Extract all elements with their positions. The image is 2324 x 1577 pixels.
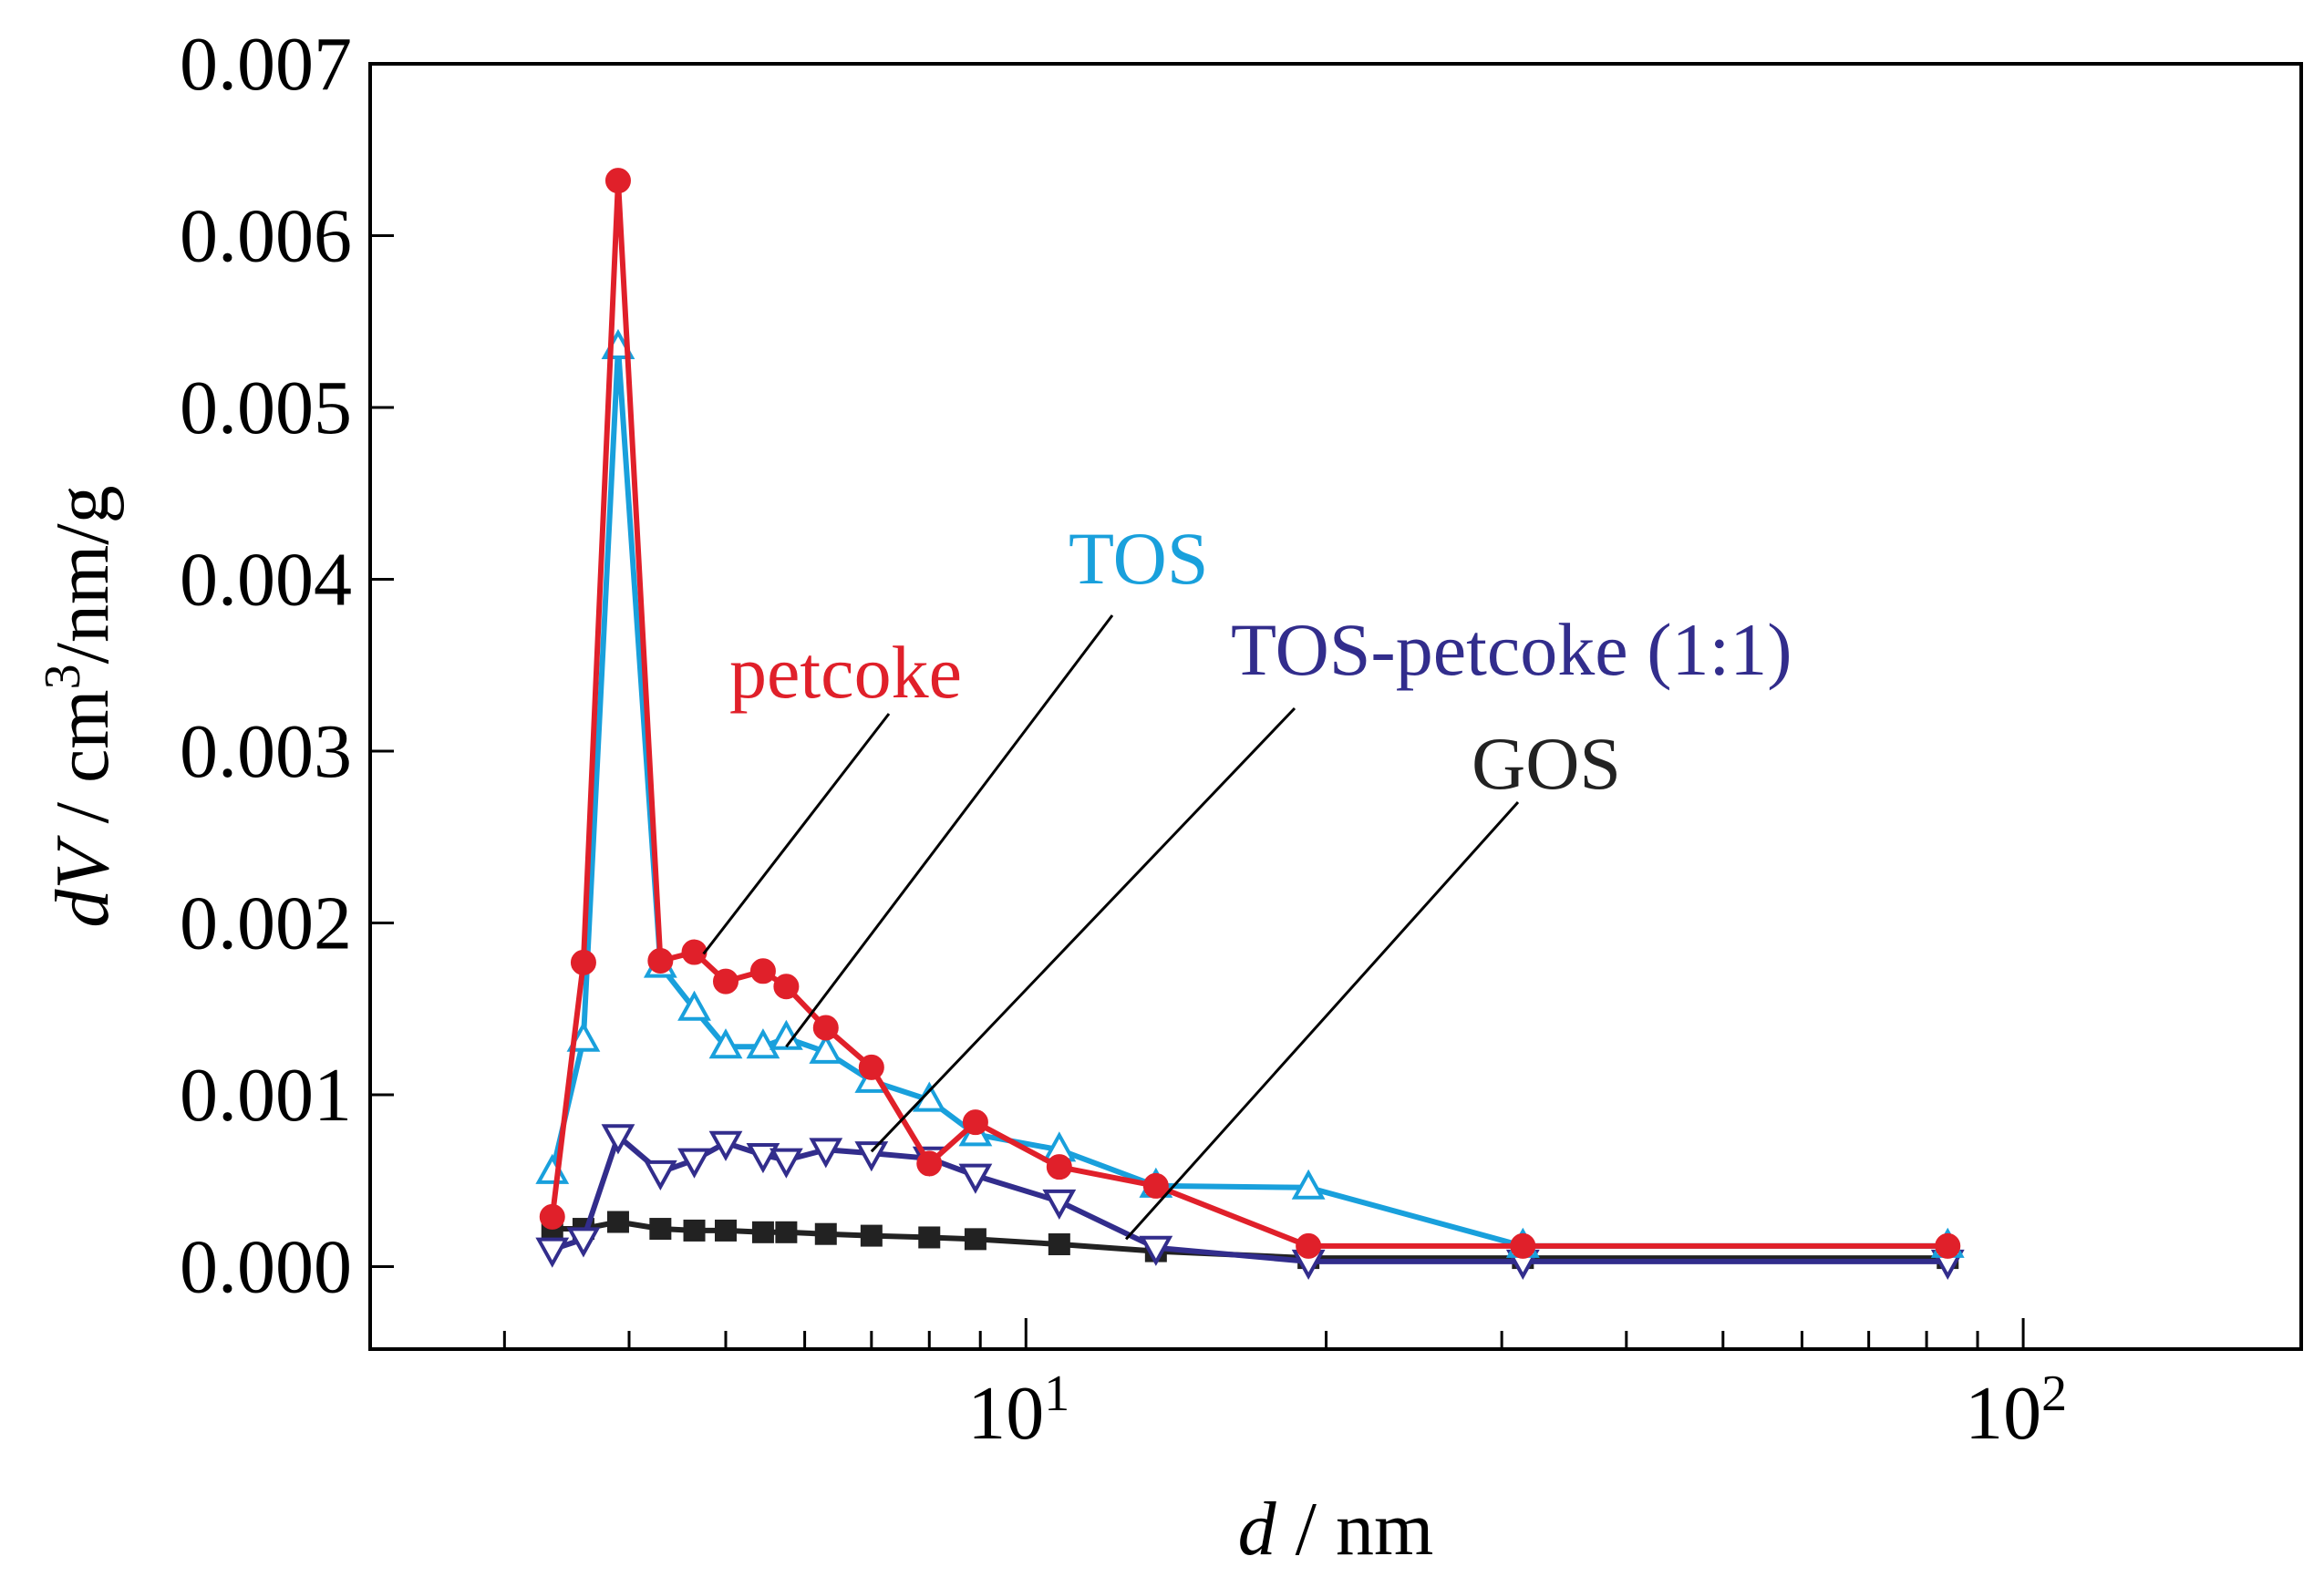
y-axis-unit-tail: /nm/g bbox=[40, 485, 125, 664]
data-point bbox=[643, 1160, 677, 1190]
annotation-tos: TOS bbox=[1069, 517, 1208, 600]
data-point bbox=[570, 949, 596, 975]
x-axis-unit: / nm bbox=[1276, 1487, 1434, 1572]
y-tick-label: 0.000 bbox=[180, 1225, 352, 1310]
y-tick-label: 0.005 bbox=[180, 366, 352, 450]
data-point bbox=[1510, 1232, 1536, 1259]
x-tick-label: 101 bbox=[967, 1366, 1069, 1456]
data-point bbox=[918, 1226, 941, 1249]
y-tick-label: 0.001 bbox=[180, 1053, 352, 1138]
data-point bbox=[746, 1142, 780, 1174]
series-line-tos bbox=[549, 345, 1948, 1249]
data-point bbox=[769, 1148, 803, 1179]
data-point bbox=[708, 1028, 743, 1059]
annotation-petcoke: petcoke bbox=[729, 631, 962, 714]
data-point bbox=[681, 939, 708, 965]
y-axis-unit: / cm bbox=[40, 689, 125, 842]
data-point bbox=[814, 1222, 837, 1245]
series-layer bbox=[535, 168, 1965, 1280]
data-point bbox=[746, 1028, 780, 1059]
x-tick-label: 102 bbox=[1965, 1366, 2067, 1456]
leader-line-tos bbox=[785, 614, 1114, 1048]
data-point bbox=[566, 1227, 601, 1258]
series-tos-petcoke-1-1 bbox=[535, 1124, 1965, 1280]
plot-frame bbox=[368, 62, 2303, 1351]
x-axis-variable: d bbox=[1238, 1487, 1277, 1572]
data-point bbox=[1291, 1169, 1326, 1200]
data-point bbox=[751, 1221, 774, 1243]
y-axis-superscript: 3 bbox=[35, 664, 91, 689]
data-point bbox=[809, 1138, 843, 1169]
data-point bbox=[1042, 1189, 1077, 1221]
data-point bbox=[773, 974, 800, 1000]
data-point bbox=[714, 1219, 737, 1242]
series-tos bbox=[535, 328, 1965, 1258]
y-tick-label: 0.003 bbox=[180, 709, 352, 794]
data-point bbox=[809, 1033, 843, 1064]
data-point bbox=[812, 1015, 839, 1041]
data-point bbox=[649, 1218, 672, 1241]
data-point bbox=[539, 1203, 565, 1230]
leader-line-petcoke bbox=[702, 713, 891, 955]
x-axis-ticks: 101 102 bbox=[967, 1366, 2067, 1456]
data-point bbox=[606, 1211, 629, 1233]
data-point bbox=[647, 947, 674, 974]
data-point bbox=[964, 1228, 986, 1251]
y-axis-title: dV / cm3/nm/g bbox=[35, 485, 125, 927]
y-tick-label: 0.004 bbox=[180, 538, 352, 623]
data-point bbox=[1139, 1235, 1173, 1266]
x-axis-title: d / nm bbox=[1238, 1487, 1434, 1572]
data-point bbox=[1046, 1154, 1072, 1180]
data-point bbox=[1142, 1172, 1169, 1199]
data-point bbox=[858, 1054, 884, 1080]
annotation-layer: petcoke TOS TOS-petcoke (1:1) GOS bbox=[702, 517, 1792, 1241]
data-point bbox=[677, 990, 711, 1021]
series-petcoke bbox=[539, 168, 1961, 1259]
annotation-gos: GOS bbox=[1472, 722, 1621, 805]
data-point bbox=[677, 1148, 711, 1179]
data-point bbox=[958, 1163, 993, 1194]
y-tick-label: 0.006 bbox=[180, 194, 352, 279]
data-point bbox=[535, 1237, 570, 1268]
y-axis-ticks: 0.000 0.001 0.002 0.003 0.004 0.005 0.006 0.007 bbox=[180, 22, 394, 1310]
leader-line-tos-petcoke bbox=[870, 706, 1296, 1153]
y-tick-label: 0.002 bbox=[180, 881, 352, 966]
data-point bbox=[749, 958, 776, 984]
data-point bbox=[962, 1109, 988, 1136]
leader-line-gos bbox=[1124, 800, 1520, 1241]
data-point bbox=[604, 168, 631, 194]
data-point bbox=[683, 1219, 706, 1242]
data-point bbox=[1048, 1233, 1070, 1256]
data-point bbox=[601, 1124, 635, 1155]
data-point bbox=[708, 1130, 743, 1161]
data-point bbox=[775, 1221, 798, 1243]
data-point bbox=[1296, 1232, 1322, 1259]
data-point bbox=[712, 968, 739, 995]
y-axis-variable: dV bbox=[40, 835, 125, 928]
data-point bbox=[916, 1150, 943, 1177]
data-point bbox=[854, 1141, 889, 1172]
annotation-tos-petcoke: TOS-petcoke (1:1) bbox=[1231, 608, 1792, 691]
x-minor-ticks bbox=[502, 1318, 2025, 1349]
data-point bbox=[1935, 1232, 1961, 1259]
y-tick-label: 0.007 bbox=[180, 22, 352, 107]
data-point bbox=[860, 1224, 883, 1247]
